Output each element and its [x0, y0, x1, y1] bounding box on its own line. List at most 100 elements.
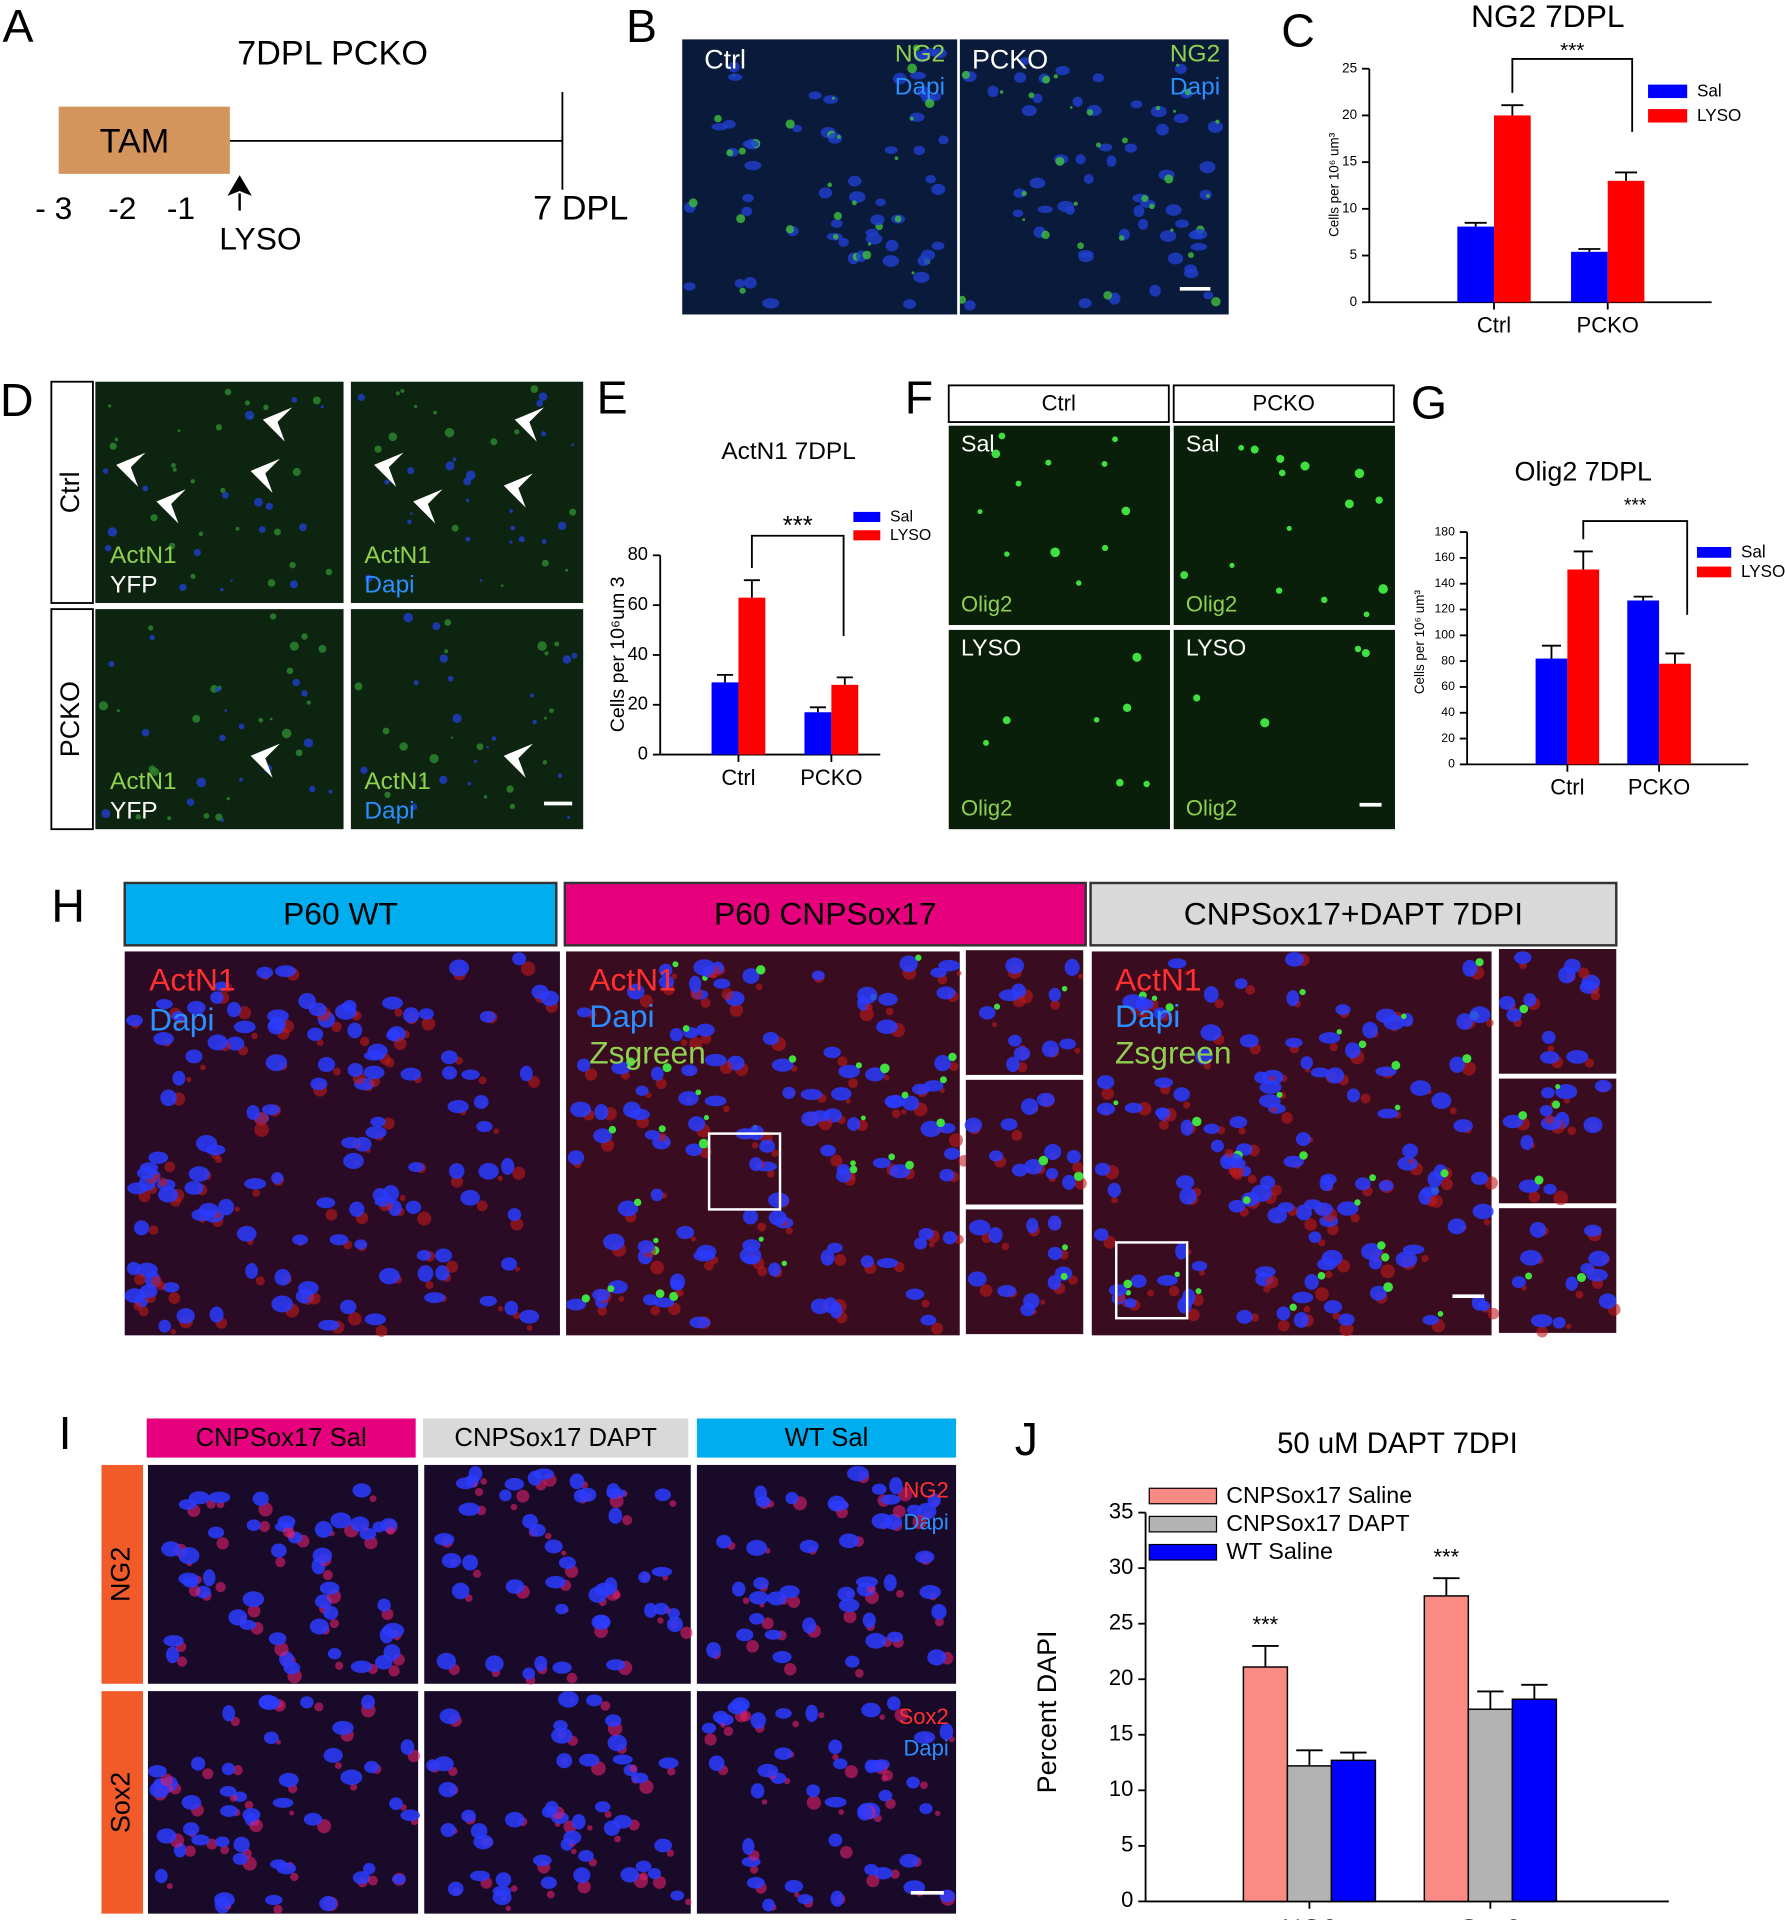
nucleus — [914, 1731, 936, 1744]
nucleus — [1228, 1199, 1246, 1213]
signal — [1231, 1168, 1243, 1180]
nucleus — [545, 1575, 566, 1589]
nucleus — [1361, 1243, 1383, 1261]
nucleus — [1092, 73, 1104, 83]
nucleus — [442, 1066, 457, 1080]
nucleus — [1259, 1080, 1282, 1094]
significance-label: *** — [1624, 495, 1647, 517]
bar — [1467, 1708, 1514, 1903]
nucleus — [906, 1776, 920, 1789]
signal — [742, 1597, 750, 1604]
signal — [292, 467, 301, 477]
nucleus — [1594, 1079, 1612, 1093]
signal — [263, 404, 269, 411]
signal — [385, 1202, 393, 1210]
signal — [186, 798, 195, 806]
nucleus — [873, 1867, 893, 1880]
signal — [306, 700, 311, 705]
micrograph — [350, 609, 584, 830]
nucleus — [126, 1261, 141, 1276]
signal — [1360, 1093, 1371, 1104]
signal — [1187, 1308, 1200, 1322]
signal — [1017, 1062, 1028, 1073]
signal — [244, 1800, 254, 1810]
nucleus — [178, 1547, 200, 1565]
nucleus — [1026, 1217, 1039, 1234]
x-tick-label: PCKO — [800, 765, 862, 790]
signal — [657, 1617, 664, 1624]
nucleus — [911, 1083, 930, 1095]
nucleus — [571, 1813, 586, 1830]
column-header — [696, 1418, 957, 1458]
nucleus — [441, 1552, 462, 1569]
micrograph — [958, 39, 1229, 315]
column-label: WT Sal — [785, 1424, 869, 1452]
signal — [450, 1175, 464, 1188]
nucleus — [1317, 1257, 1338, 1271]
signal — [785, 1227, 793, 1235]
tam-box — [58, 106, 230, 174]
timepoint: -2 — [108, 190, 136, 226]
signal — [1576, 1272, 1586, 1283]
column-header — [563, 881, 1087, 947]
y-tick-label: 20 — [1342, 107, 1357, 122]
nucleus — [1106, 155, 1117, 167]
signal — [657, 1132, 667, 1142]
nucleus — [172, 1070, 186, 1086]
y-tick-label: 0 — [1448, 757, 1455, 771]
signal — [849, 1165, 858, 1174]
legend-label: CNPSox17 DAPT — [1226, 1510, 1409, 1536]
signal — [388, 432, 398, 442]
nucleus — [885, 239, 899, 252]
signal — [1484, 1176, 1498, 1190]
nucleus — [181, 1795, 202, 1810]
signal — [695, 1089, 702, 1096]
nucleus — [1083, 173, 1094, 184]
nucleus — [593, 1128, 613, 1144]
nucleus — [1456, 1013, 1473, 1030]
nucleus — [606, 1659, 626, 1671]
signal — [382, 1117, 395, 1130]
nucleus — [608, 1507, 623, 1524]
signal — [1061, 985, 1068, 992]
nucleus — [1199, 189, 1212, 200]
signal — [168, 1292, 181, 1305]
nucleus — [382, 1622, 405, 1639]
signal — [388, 1665, 400, 1677]
signal — [655, 1078, 667, 1090]
nucleus — [1338, 1313, 1355, 1326]
error-bar — [1578, 248, 1601, 252]
signal — [316, 1039, 324, 1047]
signal — [520, 961, 536, 976]
arrowhead — [262, 407, 293, 442]
y-tick-label: 140 — [1435, 576, 1456, 590]
nucleus — [362, 1862, 376, 1875]
nucleus — [1427, 1170, 1442, 1188]
signal — [843, 1610, 857, 1624]
signal — [1193, 694, 1201, 702]
signal — [107, 527, 118, 537]
nucleus — [1529, 1221, 1547, 1238]
nucleus — [1130, 1274, 1147, 1288]
nucleus — [361, 1694, 376, 1710]
nucleus — [1021, 105, 1037, 117]
nucleus — [124, 1288, 145, 1304]
nucleus — [1155, 1107, 1170, 1118]
nucleus — [458, 1502, 481, 1516]
micrograph-background — [95, 381, 344, 603]
signal — [1378, 584, 1388, 594]
signal — [282, 1526, 294, 1538]
nucleus — [1124, 1102, 1143, 1114]
signal — [818, 1712, 825, 1719]
nucleus — [792, 124, 803, 133]
nucleus — [727, 73, 743, 81]
signal — [325, 1208, 338, 1221]
signal — [1483, 1218, 1491, 1226]
nucleus — [519, 1309, 540, 1324]
signal — [567, 815, 571, 820]
signal — [1132, 652, 1142, 662]
signal — [1050, 547, 1060, 558]
nucleus — [704, 1095, 727, 1107]
signal — [1317, 1271, 1326, 1280]
signal — [1429, 1194, 1443, 1208]
